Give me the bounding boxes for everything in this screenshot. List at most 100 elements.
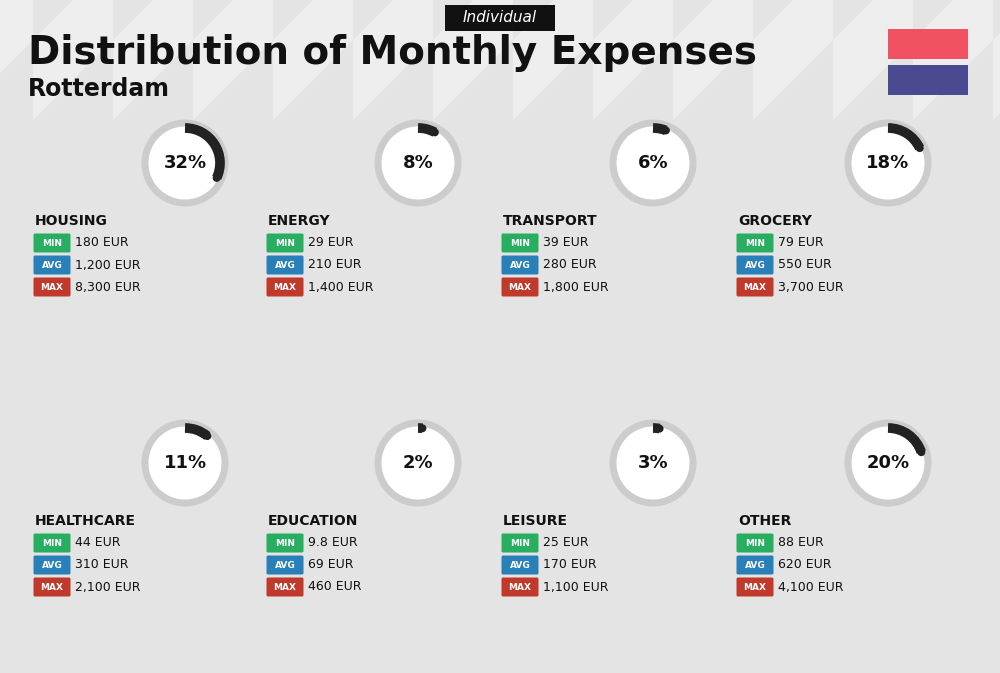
Text: MIN: MIN (510, 238, 530, 248)
FancyBboxPatch shape (266, 555, 304, 575)
Text: Distribution of Monthly Expenses: Distribution of Monthly Expenses (28, 34, 757, 72)
Text: 4,100 EUR: 4,100 EUR (778, 581, 844, 594)
Text: 170 EUR: 170 EUR (543, 559, 597, 571)
Text: 460 EUR: 460 EUR (308, 581, 362, 594)
Text: AVG: AVG (42, 561, 62, 569)
Circle shape (613, 423, 693, 503)
FancyBboxPatch shape (266, 577, 304, 596)
Text: OTHER: OTHER (738, 514, 791, 528)
Text: 9.8 EUR: 9.8 EUR (308, 536, 358, 549)
Text: 18%: 18% (866, 154, 910, 172)
Text: 11%: 11% (163, 454, 207, 472)
Circle shape (917, 448, 925, 456)
Text: MAX: MAX (509, 583, 532, 592)
Text: Individual: Individual (463, 11, 537, 26)
Circle shape (213, 174, 221, 182)
Text: 88 EUR: 88 EUR (778, 536, 824, 549)
Text: MIN: MIN (510, 538, 530, 548)
Circle shape (145, 123, 225, 203)
Text: 2,100 EUR: 2,100 EUR (75, 581, 140, 594)
Text: 180 EUR: 180 EUR (75, 236, 129, 250)
Text: EDUCATION: EDUCATION (268, 514, 358, 528)
Text: 3,700 EUR: 3,700 EUR (778, 281, 844, 293)
Circle shape (378, 123, 458, 203)
Text: MAX: MAX (40, 583, 64, 592)
Text: Rotterdam: Rotterdam (28, 77, 170, 101)
Text: GROCERY: GROCERY (738, 214, 812, 228)
FancyBboxPatch shape (736, 234, 774, 252)
FancyBboxPatch shape (34, 534, 70, 553)
Text: 8,300 EUR: 8,300 EUR (75, 281, 141, 293)
Text: 550 EUR: 550 EUR (778, 258, 832, 271)
Text: HOUSING: HOUSING (35, 214, 108, 228)
Circle shape (848, 123, 928, 203)
Text: 280 EUR: 280 EUR (543, 258, 597, 271)
Text: MIN: MIN (275, 238, 295, 248)
Text: 6%: 6% (638, 154, 668, 172)
FancyBboxPatch shape (502, 234, 538, 252)
Text: MAX: MAX (744, 283, 767, 291)
Text: MAX: MAX (274, 283, 296, 291)
Circle shape (145, 423, 225, 503)
Circle shape (662, 127, 670, 135)
Text: 25 EUR: 25 EUR (543, 536, 589, 549)
FancyBboxPatch shape (502, 577, 538, 596)
Text: 20%: 20% (866, 454, 910, 472)
Text: 3%: 3% (638, 454, 668, 472)
Text: MIN: MIN (275, 538, 295, 548)
Text: AVG: AVG (745, 260, 765, 269)
Text: MIN: MIN (745, 238, 765, 248)
Text: 32%: 32% (163, 154, 207, 172)
FancyBboxPatch shape (502, 277, 538, 297)
Text: 39 EUR: 39 EUR (543, 236, 588, 250)
Text: AVG: AVG (275, 561, 295, 569)
Text: 44 EUR: 44 EUR (75, 536, 120, 549)
Text: 69 EUR: 69 EUR (308, 559, 354, 571)
Circle shape (418, 424, 426, 432)
Circle shape (613, 123, 693, 203)
Text: LEISURE: LEISURE (503, 514, 568, 528)
FancyBboxPatch shape (736, 277, 774, 297)
Text: 8%: 8% (403, 154, 433, 172)
FancyBboxPatch shape (888, 29, 968, 59)
Text: ENERGY: ENERGY (268, 214, 331, 228)
Text: 1,100 EUR: 1,100 EUR (543, 581, 608, 594)
FancyBboxPatch shape (445, 5, 555, 31)
FancyBboxPatch shape (34, 234, 70, 252)
FancyBboxPatch shape (266, 234, 304, 252)
FancyBboxPatch shape (266, 277, 304, 297)
Text: MAX: MAX (744, 583, 767, 592)
Circle shape (848, 423, 928, 503)
Text: AVG: AVG (510, 561, 530, 569)
FancyBboxPatch shape (736, 256, 774, 275)
Text: MAX: MAX (509, 283, 532, 291)
FancyBboxPatch shape (34, 277, 70, 297)
Text: TRANSPORT: TRANSPORT (503, 214, 598, 228)
Text: HEALTHCARE: HEALTHCARE (35, 514, 136, 528)
Circle shape (656, 425, 664, 433)
FancyBboxPatch shape (502, 555, 538, 575)
Text: MAX: MAX (274, 583, 296, 592)
Text: 29 EUR: 29 EUR (308, 236, 354, 250)
Text: AVG: AVG (42, 260, 62, 269)
Text: 2%: 2% (403, 454, 433, 472)
Text: 79 EUR: 79 EUR (778, 236, 824, 250)
Text: 1,400 EUR: 1,400 EUR (308, 281, 374, 293)
FancyBboxPatch shape (34, 256, 70, 275)
Text: AVG: AVG (745, 561, 765, 569)
Text: 1,200 EUR: 1,200 EUR (75, 258, 140, 271)
Text: 210 EUR: 210 EUR (308, 258, 362, 271)
FancyBboxPatch shape (266, 256, 304, 275)
FancyBboxPatch shape (34, 577, 70, 596)
Circle shape (431, 129, 439, 137)
FancyBboxPatch shape (736, 534, 774, 553)
Text: MIN: MIN (42, 238, 62, 248)
Text: 1,800 EUR: 1,800 EUR (543, 281, 609, 293)
Text: 310 EUR: 310 EUR (75, 559, 128, 571)
Text: MIN: MIN (42, 538, 62, 548)
FancyBboxPatch shape (736, 555, 774, 575)
Text: AVG: AVG (275, 260, 295, 269)
Circle shape (203, 432, 211, 440)
FancyBboxPatch shape (502, 534, 538, 553)
FancyBboxPatch shape (502, 256, 538, 275)
